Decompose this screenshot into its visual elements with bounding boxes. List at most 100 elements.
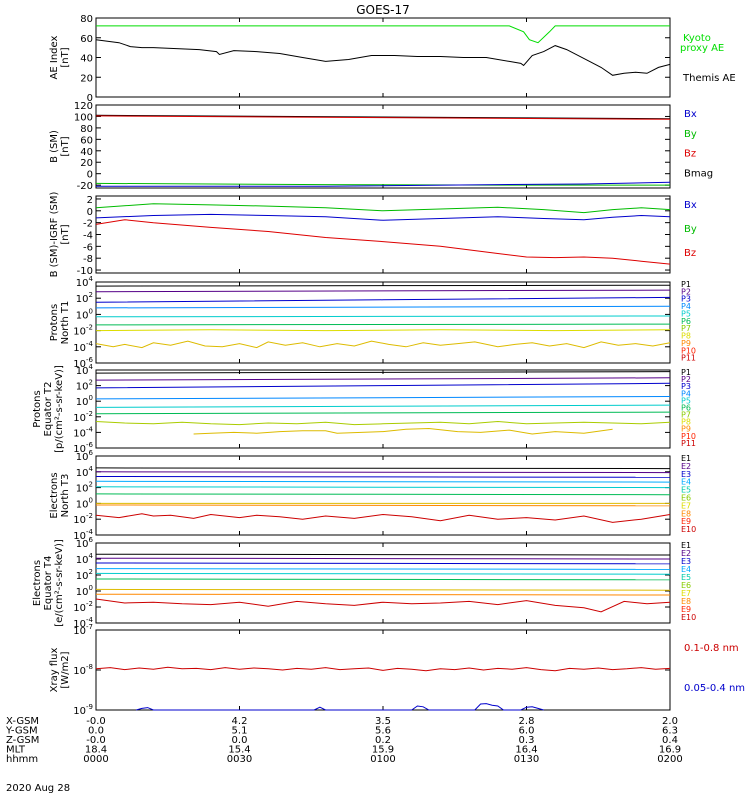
series-e2: [95, 471, 671, 474]
legend-entry: Bz: [684, 149, 696, 160]
legend-entry: E7: [681, 501, 691, 510]
y-tick-exponent: -6: [86, 441, 94, 449]
footer-value: 16.9: [659, 745, 681, 756]
legend-entry: E7: [681, 589, 691, 598]
y-tick-exponent: 0: [89, 307, 93, 315]
footer-row-label: MLT: [6, 745, 26, 756]
legend-entry: E6: [681, 494, 691, 503]
series-bx: [95, 213, 671, 221]
footer-value: 0030: [227, 754, 252, 765]
legend-entry: E1: [681, 454, 691, 463]
footer-row-label: hhmm: [6, 754, 38, 765]
series-p3: [95, 382, 671, 389]
y-tick-label: 10-9: [73, 703, 93, 717]
legend-entry: E4: [681, 478, 691, 487]
y-axis-label: [nT]: [60, 136, 71, 156]
legend-entry: P9: [681, 425, 691, 434]
legend-entry: P8: [681, 418, 691, 427]
series-e4: [95, 568, 671, 570]
legend-entry: P3: [681, 382, 691, 391]
y-tick-label: 40: [80, 147, 93, 158]
legend-entry: P7: [681, 411, 691, 420]
legend-entry: P4: [681, 302, 691, 311]
series-0-1-0-8-nm: [95, 666, 671, 672]
footer-value: 0.2: [375, 735, 391, 746]
y-tick-label: 0: [87, 170, 93, 181]
footer-value: 0.4: [662, 735, 678, 746]
y-axis-label: Xray flux: [49, 648, 60, 693]
y-tick-label: 20: [80, 158, 93, 169]
series-kyoto-proxy-ae: [96, 25, 670, 44]
y-tick-label: 0: [87, 93, 93, 104]
legend-entry: P7: [681, 324, 691, 333]
series-e5: [95, 572, 671, 575]
footer-value: 0.0: [232, 735, 248, 746]
series-p3: [95, 296, 671, 303]
y-tick-label: 104: [76, 552, 94, 566]
y-tick-label: 102: [76, 291, 93, 305]
y-tick-label: -2: [83, 219, 93, 230]
y-tick-label: 10-4: [73, 340, 93, 354]
y-tick-label: 104: [76, 465, 94, 479]
y-tick-label: 60: [80, 34, 93, 45]
series-e4: [95, 480, 671, 483]
y-tick-exponent: -6: [86, 356, 94, 364]
y-axis-label: North T3: [60, 474, 71, 518]
y-tick-label: 100: [76, 584, 93, 598]
series-bz: [95, 115, 671, 120]
legend-entry: P10: [681, 346, 696, 355]
footer-value: 16.4: [515, 745, 537, 756]
legend-entry: P8: [681, 332, 691, 341]
y-tick-label: 102: [76, 379, 93, 393]
y-tick-exponent: -2: [86, 600, 93, 608]
legend-entry: P5: [681, 396, 691, 405]
y-tick-exponent: 0: [89, 394, 93, 402]
series-p2: [95, 289, 671, 293]
y-tick-label: 0: [87, 207, 93, 218]
y-axis-label: Equator T4: [43, 556, 54, 611]
legend-entry: P1: [681, 368, 691, 377]
legend-entry: E8: [681, 509, 691, 518]
legend-entry: P2: [681, 375, 691, 384]
series-p5: [95, 315, 671, 318]
date-label: 2020 Aug 28: [6, 783, 70, 794]
y-tick-exponent: -4: [86, 340, 94, 348]
legend-entry: P6: [681, 317, 691, 326]
y-tick-label: 40: [80, 54, 93, 65]
series-e7: [95, 588, 671, 591]
footer-value: 6.0: [519, 726, 535, 737]
y-axis-label: Electrons: [32, 560, 43, 606]
y-tick-exponent: 4: [89, 275, 94, 283]
legend-entry: 0.05-0.4 nm: [684, 683, 745, 694]
panel-frame: [95, 281, 671, 364]
y-tick-exponent: -2: [86, 512, 93, 520]
footer-row-label: Z-GSM: [6, 735, 39, 746]
series-0-05-0-4-nm: [136, 703, 544, 711]
series-bx: [96, 181, 671, 187]
y-axis-label: North T1: [60, 301, 71, 345]
y-tick-label: 10-2: [73, 410, 93, 424]
y-tick-label: -10: [77, 266, 93, 277]
footer-value: 5.1: [232, 726, 248, 737]
y-axis-label: [nT]: [60, 47, 71, 67]
series-e8: [95, 593, 671, 596]
legend-entry: Kyoto: [683, 33, 711, 44]
y-axis-label: Electrons: [49, 472, 60, 518]
y-tick-exponent: -9: [86, 703, 93, 711]
panel-bigrf: -10-8-6-4-202 B (SM)-IGRF (SM) [nT] Bx By Bz: [49, 192, 697, 278]
y-tick-label: 100: [76, 307, 93, 321]
legend-entry: P5: [681, 309, 691, 318]
series-by: [95, 182, 670, 186]
legend-entry: 0.1-0.8 nm: [684, 643, 739, 654]
y-tick-exponent: -4: [86, 425, 94, 433]
series-p7: [95, 329, 671, 332]
series-p1: [95, 284, 671, 287]
legend-entry: Bz: [684, 248, 696, 259]
series-p4: [95, 396, 671, 400]
y-tick-label: 104: [76, 275, 94, 289]
series-e6: [95, 578, 671, 581]
y-tick-label: 10-2: [73, 600, 93, 614]
legend-entry: E10: [681, 525, 696, 534]
